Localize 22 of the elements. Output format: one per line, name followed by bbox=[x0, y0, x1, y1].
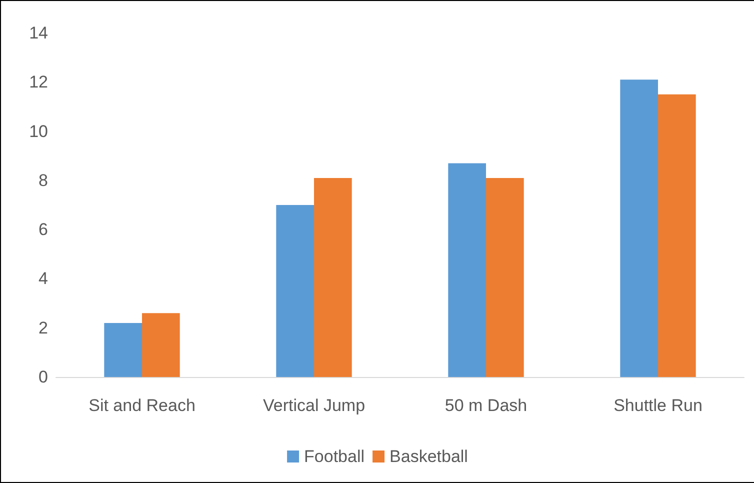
bar bbox=[620, 80, 658, 377]
legend-label: Football bbox=[304, 447, 365, 466]
y-tick-label: 12 bbox=[29, 72, 48, 92]
bar bbox=[448, 163, 486, 377]
x-tick-label: Vertical Jump bbox=[262, 396, 366, 415]
y-tick-label: 14 bbox=[29, 24, 48, 42]
bar bbox=[314, 178, 352, 377]
legend-label: Basketball bbox=[390, 447, 468, 466]
y-tick-label: 0 bbox=[38, 368, 48, 386]
bar bbox=[658, 94, 696, 377]
y-tick-label: 4 bbox=[38, 269, 48, 288]
bar bbox=[142, 313, 180, 377]
x-tick-label: Shuttle Run bbox=[614, 396, 702, 415]
y-tick-label: 2 bbox=[38, 318, 48, 338]
bar bbox=[486, 178, 524, 377]
x-tick-label: 50 m Dash bbox=[444, 396, 528, 415]
bar bbox=[104, 322, 142, 377]
x-tick-label: Sit and Reach bbox=[88, 396, 196, 415]
y-tick-label: 10 bbox=[29, 122, 48, 141]
bar bbox=[276, 205, 314, 377]
y-tick-label: 8 bbox=[38, 170, 48, 190]
y-tick-label: 6 bbox=[38, 220, 48, 240]
